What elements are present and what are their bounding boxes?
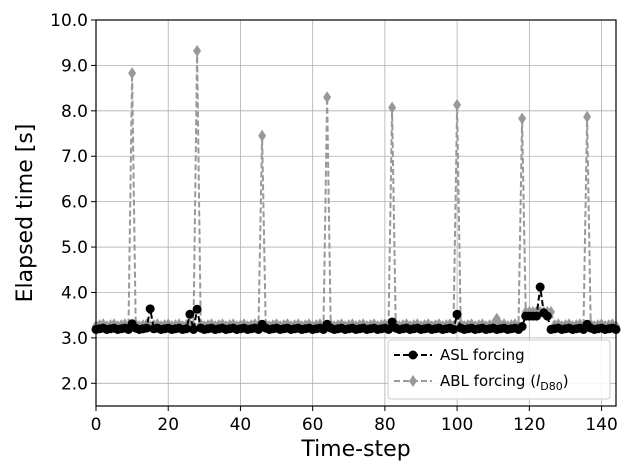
legend-abl-name: ABL forcing — [440, 372, 525, 390]
plot-area — [91, 44, 621, 334]
data-point — [258, 129, 267, 142]
data-point — [532, 311, 542, 321]
x-tick-label: 60 — [302, 415, 324, 435]
y-axis: 2.0 3.0 4.0 5.0 6.0 7.0 8.0 9.0 10.0 — [50, 11, 96, 394]
data-point — [518, 112, 527, 125]
y-tick-label: 4.0 — [61, 283, 88, 303]
data-point — [388, 101, 397, 114]
y-tick-label: 6.0 — [61, 193, 88, 213]
data-point — [181, 324, 191, 334]
legend-abl-subscript: D80 — [540, 380, 562, 393]
data-point — [542, 311, 552, 321]
legend-asl-label: ASL forcing — [440, 346, 525, 364]
data-point — [449, 324, 458, 334]
y-tick-label: 8.0 — [61, 102, 88, 122]
data-point — [128, 67, 137, 80]
x-tick-label: 40 — [230, 415, 252, 435]
data-point — [145, 304, 155, 314]
data-point — [384, 324, 393, 334]
data-point — [517, 322, 527, 332]
x-tick-label: 80 — [374, 415, 396, 435]
data-point — [583, 110, 592, 123]
y-tick-label: 5.0 — [61, 238, 88, 258]
x-tick-label: 0 — [91, 415, 102, 435]
data-point — [189, 324, 198, 334]
data-point — [142, 323, 152, 333]
x-tick-label: 20 — [157, 415, 179, 435]
data-point — [452, 309, 462, 319]
x-axis: 0 20 40 60 80 100 120 140 — [91, 406, 618, 435]
legend-abl-marker — [409, 375, 417, 387]
legend-abl-label: ABL forcing (lD80) — [440, 372, 569, 393]
data-point — [185, 309, 195, 319]
y-tick-label: 10.0 — [50, 11, 88, 31]
y-tick-label: 9.0 — [61, 56, 88, 76]
series-asl — [91, 282, 621, 334]
legend-abl-italic: l — [536, 372, 541, 390]
x-tick-label: 100 — [441, 415, 473, 435]
legend-abl-close: ) — [563, 372, 569, 390]
data-point — [192, 304, 202, 314]
y-tick-label: 3.0 — [61, 329, 88, 349]
y-tick-label: 2.0 — [61, 374, 88, 394]
data-point — [323, 91, 332, 104]
data-point — [193, 44, 202, 57]
data-point — [535, 282, 545, 292]
x-tick-label: 140 — [585, 415, 617, 435]
legend-box — [387, 339, 611, 400]
grid — [95, 19, 616, 406]
x-tick-label: 120 — [513, 415, 545, 435]
y-axis-label: Elapsed time [s] — [13, 124, 38, 303]
plot-frame — [95, 19, 617, 407]
data-point — [453, 98, 462, 111]
y-tick-label: 7.0 — [61, 147, 88, 167]
legend-asl-marker — [408, 350, 418, 360]
legend: ASL forcing ABL forcing (lD80) — [387, 339, 611, 400]
x-axis-label: Time-step — [300, 437, 410, 462]
